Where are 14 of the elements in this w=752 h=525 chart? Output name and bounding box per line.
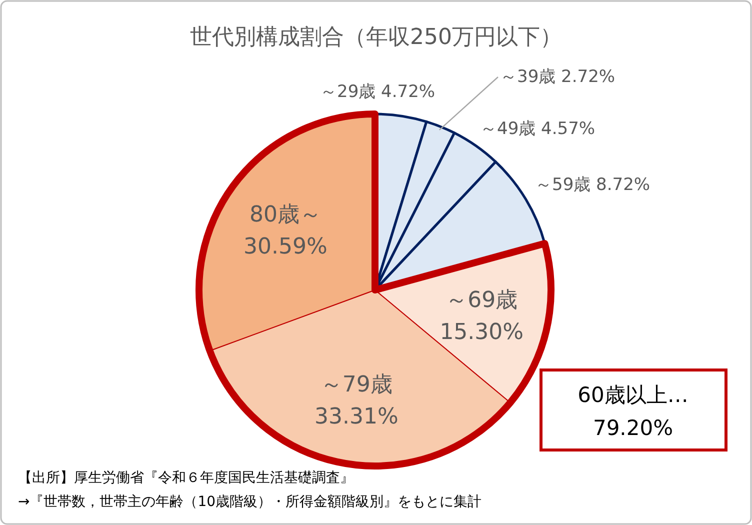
slice-label: ～49歳 4.57% bbox=[480, 119, 596, 139]
slice-label: ～59歳 8.72% bbox=[535, 175, 650, 195]
slice-label: ～79歳 bbox=[320, 372, 392, 398]
text: 60歳以上… 79.20% bbox=[578, 383, 688, 440]
slice-label: ～39歳 2.72% bbox=[500, 67, 616, 87]
data-label: 33.31% bbox=[314, 404, 398, 430]
data-label: 30.59% bbox=[244, 234, 328, 260]
slice-label: ～29歳 4.72% bbox=[320, 82, 436, 102]
text: 【出所】厚生労働省『令和６年度国民生活基礎調査』 bbox=[18, 470, 354, 486]
slice-label: ～69歳 bbox=[446, 288, 518, 314]
text: →『世帯数，世帯主の年齢（10歳階級）・所得金額階級別』をもとに集計 bbox=[18, 494, 482, 510]
chart-title: 世代別構成割合（年収250万円以下） bbox=[190, 25, 562, 50]
slice-label: 80歳～ bbox=[250, 202, 322, 228]
data-label: 15.30% bbox=[440, 320, 524, 346]
